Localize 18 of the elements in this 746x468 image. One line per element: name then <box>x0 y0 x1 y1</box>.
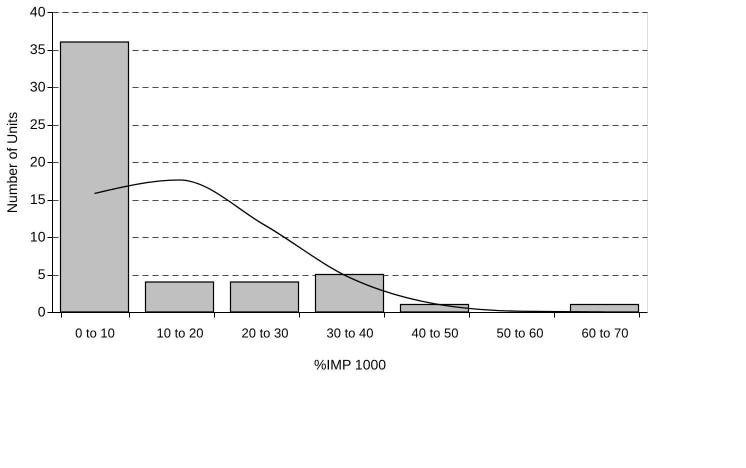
x-tick-label: 20 to 30 <box>242 326 288 340</box>
x-tick-label: 50 to 60 <box>496 326 544 340</box>
x-tick-label: 0 to 10 <box>75 326 115 340</box>
y-tick-label: 0 <box>38 304 46 320</box>
y-tick-label: 15 <box>30 191 46 207</box>
y-tick-label: 30 <box>30 78 46 94</box>
y-tick-label: 10 <box>30 228 46 244</box>
x-tick-label: 10 to 20 <box>156 326 204 340</box>
y-tick-label: 25 <box>30 116 46 132</box>
x-tick-label: 60 to 70 <box>582 326 628 340</box>
y-axis-title: Number of Units <box>4 112 20 214</box>
y-tick-label: 40 <box>30 4 46 20</box>
y-tick-label: 20 <box>30 154 46 170</box>
x-axis-title: %IMP 1000 <box>314 356 386 372</box>
y-tick-label: 5 <box>38 266 46 282</box>
x-tick-label: 30 to 40 <box>326 326 374 340</box>
y-tick-label: 35 <box>30 41 46 57</box>
x-tick-label: 40 to 50 <box>412 326 458 340</box>
